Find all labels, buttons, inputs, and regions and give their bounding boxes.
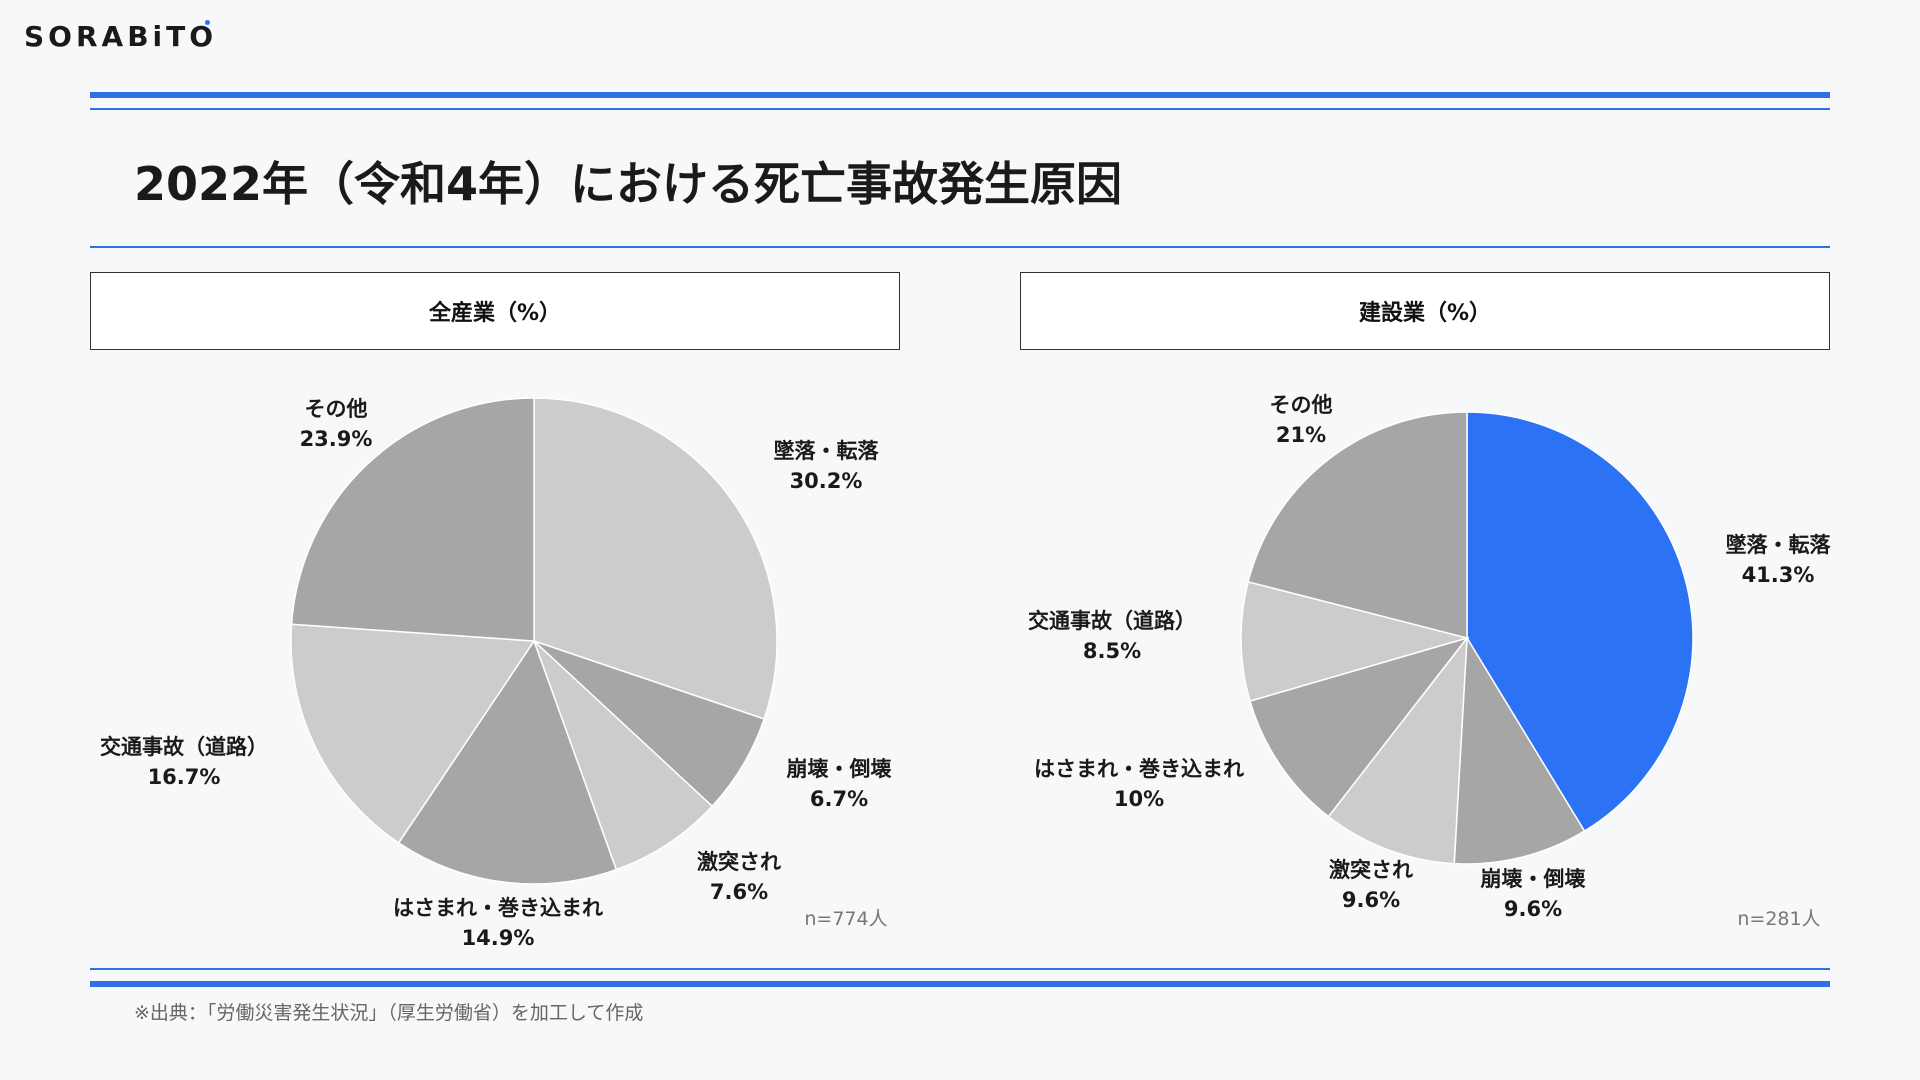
pie-slice-0-5 — [290, 397, 535, 642]
slice-value-label-0-4: 16.7% — [148, 765, 221, 789]
chart-header-all-industries: 全産業（%） — [90, 272, 900, 350]
sample-size-label-1: n=281人 — [1737, 908, 1820, 930]
pie-slice-0-2 — [533, 640, 714, 871]
slice-value-label-0-2: 7.6% — [710, 880, 768, 904]
brand-logo: SORABiTO — [24, 20, 218, 53]
slice-value-label-1-5: 21% — [1276, 423, 1326, 447]
source-note: ※出典：「労働災害発生状況」（厚生労働省）を加工して作成 — [134, 1002, 644, 1024]
pie-slice-1-5 — [1247, 411, 1468, 639]
slice-category-label-1-5: その他 — [1270, 393, 1333, 417]
chart-header-construction: 建設業（%） — [1020, 272, 1830, 350]
slice-category-label-0-3: はさまれ・巻き込まれ — [393, 896, 603, 920]
sample-size-label-0: n=774人 — [804, 908, 887, 930]
top-rule-thin — [90, 108, 1830, 110]
slice-value-label-1-4: 8.5% — [1083, 639, 1141, 663]
slice-value-label-0-3: 14.9% — [462, 926, 535, 950]
slice-category-label-1-2: 激突され — [1329, 858, 1413, 882]
slice-value-label-0-0: 30.2% — [790, 469, 863, 493]
pie-slice-1-3 — [1249, 636, 1470, 818]
bottom-rule-thick — [90, 981, 1830, 987]
slice-value-label-0-5: 23.9% — [300, 427, 373, 451]
bottom-rule-thin — [90, 968, 1830, 970]
pie-slice-1-1 — [1453, 635, 1586, 865]
slice-category-label-0-5: その他 — [305, 397, 368, 421]
pie-slice-1-0 — [1466, 411, 1694, 833]
pie-slice-0-4 — [290, 623, 536, 844]
logo-dot — [205, 20, 210, 25]
slice-category-label-0-0: 墜落・転落 — [774, 439, 880, 463]
slice-category-label-0-1: 崩壊・倒壊 — [787, 757, 892, 781]
pie-slice-0-3 — [397, 639, 618, 885]
slice-category-label-0-2: 激突され — [697, 850, 781, 874]
slice-value-label-1-1: 9.6% — [1504, 897, 1562, 921]
slice-value-label-0-1: 6.7% — [810, 787, 868, 811]
pie-slice-1-4 — [1240, 580, 1470, 702]
page-title: 2022年（令和4年）における死亡事故発生原因 — [134, 157, 1123, 211]
pie-slice-1-2 — [1327, 635, 1468, 865]
slice-value-label-1-2: 9.6% — [1342, 888, 1400, 912]
slice-category-label-1-4: 交通事故（道路） — [1028, 609, 1196, 633]
slice-value-label-1-0: 41.3% — [1742, 563, 1815, 587]
title-underline — [90, 246, 1830, 248]
slice-category-label-0-4: 交通事故（道路） — [100, 735, 268, 759]
slice-value-label-1-3: 10% — [1114, 787, 1164, 811]
slice-category-label-1-3: はさまれ・巻き込まれ — [1034, 757, 1244, 781]
pie-slice-0-0 — [533, 397, 778, 720]
top-rule-thick — [90, 92, 1830, 98]
slice-category-label-1-1: 崩壊・倒壊 — [1481, 867, 1586, 891]
slice-category-label-1-0: 墜落・転落 — [1726, 533, 1832, 557]
